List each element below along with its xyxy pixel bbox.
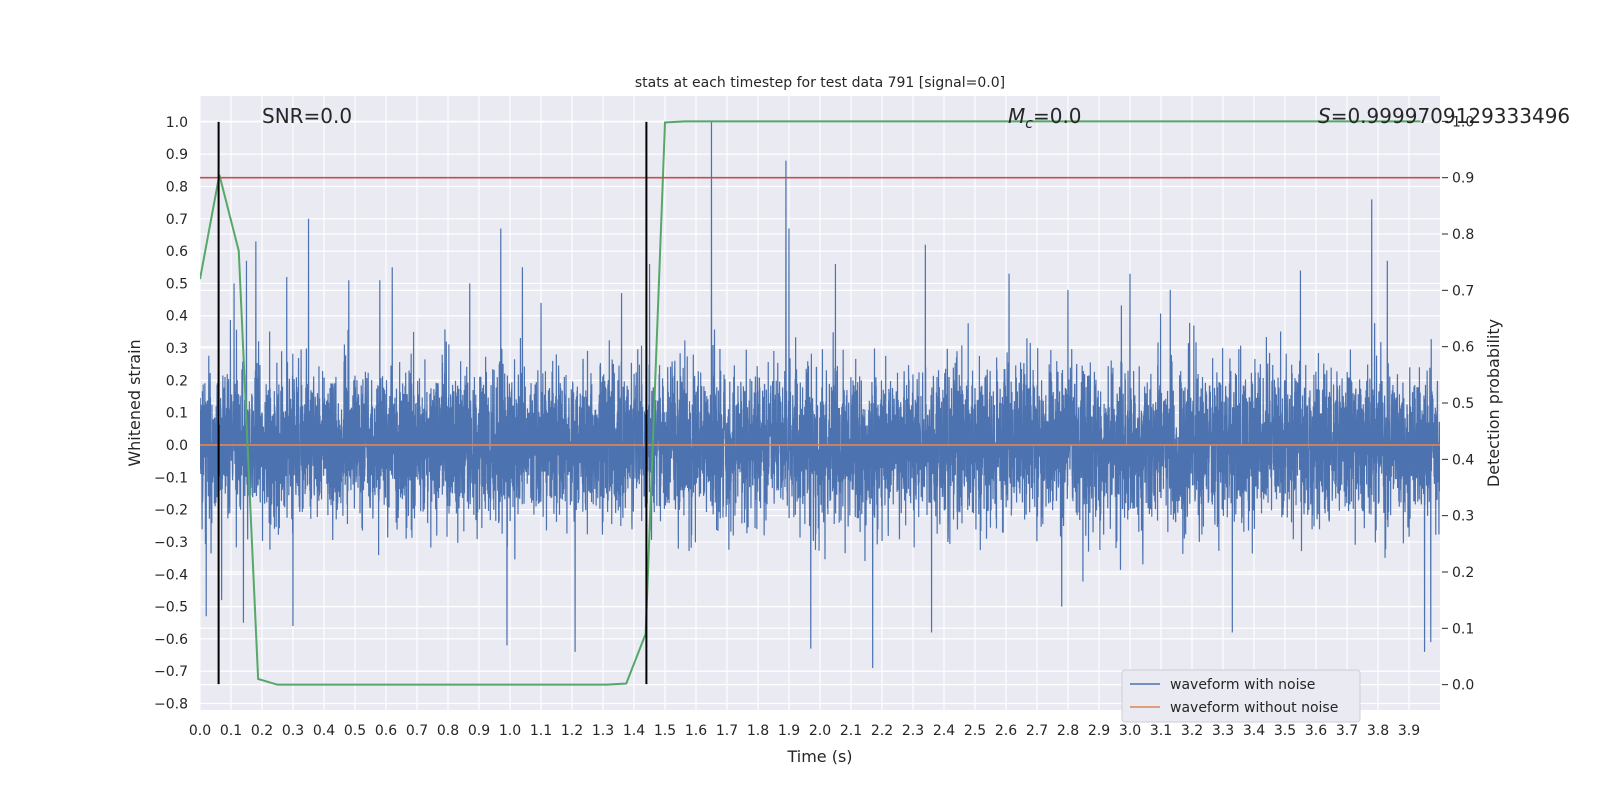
x-tick-label: 1.9 [778,723,800,739]
x-tick-label: 1.6 [685,723,707,739]
y-left-tick-label: 0.6 [166,244,188,260]
x-tick-label: 2.9 [1088,723,1110,739]
x-tick-label: 3.5 [1274,723,1296,739]
x-tick-label: 2.7 [1026,723,1048,739]
y-right-tick-label: 0.1 [1452,621,1474,637]
x-tick-label: 1.1 [530,723,552,739]
y-right-tick-label: 0.5 [1452,396,1474,412]
detection-probability-line [200,120,1421,686]
series-detection-probability [200,120,1421,686]
x-tick-label: 1.2 [561,723,583,739]
y-right-tick-label: 0.2 [1452,565,1474,581]
x-tick-label: 3.1 [1150,723,1172,739]
score-annotation: S=0.9999709129333496 [1318,104,1570,128]
y-left-tick-label: 0.8 [166,179,188,195]
x-tick-label: 0.5 [344,723,366,739]
x-tick-label: 3.8 [1367,723,1389,739]
y-left-axis-label: Whitened strain [125,339,144,466]
x-tick-label: 3.0 [1119,723,1141,739]
x-tick-label: 3.3 [1212,723,1234,739]
x-tick-label: 0.3 [282,723,304,739]
x-tick-label: 3.4 [1243,723,1265,739]
x-tick-label: 1.4 [623,723,645,739]
x-tick-label: 3.9 [1398,723,1420,739]
y-right-tick-label: 0.7 [1452,283,1474,299]
y-left-tick-label: 0.3 [166,341,188,357]
y-right-tick-label: 0.4 [1452,452,1474,468]
x-tick-label: 0.2 [251,723,273,739]
x-tick-label: 0.9 [468,723,490,739]
chart-title: stats at each timestep for test data 791… [635,75,1005,91]
legend-label-waveform-without-noise: waveform without noise [1170,700,1338,716]
x-tick-label: 0.7 [406,723,428,739]
x-tick-label: 3.7 [1336,723,1358,739]
reference-lines [200,121,1440,685]
x-tick-label: 2.3 [902,723,924,739]
legend: waveform with noise waveform without noi… [1121,669,1361,723]
y-left-tick-label: −0.7 [154,664,188,680]
x-tick-label: 3.2 [1181,723,1203,739]
y-left-tick-label: 0.7 [166,212,188,228]
y-right-tick-label: 0.6 [1452,340,1474,356]
y-right-tick-labels: 0.0 0.1 0.2 0.3 0.4 0.5 0.6 0.7 0.8 0.9 1.0 [1442,114,1474,694]
x-tick-label: 0.8 [437,723,459,739]
x-tick-label: 1.3 [592,723,614,739]
y-left-tick-label: −0.6 [154,632,188,648]
y-left-tick-label: −0.1 [154,470,188,486]
series-waveform-with-noise [200,121,1440,668]
x-tick-label: 0.4 [313,723,335,739]
y-right-tick-label: 0.8 [1452,227,1474,243]
x-tick-labels: 0.0 0.1 0.2 0.3 0.4 0.5 0.6 0.7 0.8 0.9 1.0 1.1 1.2 1… [189,723,1420,739]
x-tick-label: 2.0 [809,723,831,739]
y-right-axis-label: Detection probability [1484,319,1503,487]
x-tick-label: 0.0 [189,723,211,739]
x-tick-label: 3.6 [1305,723,1327,739]
y-left-tick-label: 0.1 [166,406,188,422]
y-left-tick-label: 0.2 [166,373,188,389]
x-tick-label: 1.7 [716,723,738,739]
x-tick-label: 1.8 [747,723,769,739]
x-tick-label: 2.6 [995,723,1017,739]
y-left-tick-labels: −0.8 −0.7 −0.6 −0.5 −0.4 −0.3 −0.2 −0.1 0.0 0.1 0.… [154,115,188,713]
y-right-tick-label: 0.9 [1452,171,1474,187]
legend-label-waveform-with-noise: waveform with noise [1170,677,1315,693]
x-tick-label: 0.6 [375,723,397,739]
snr-annotation: SNR=0.0 [262,104,352,128]
x-tick-label: 2.1 [840,723,862,739]
y-left-tick-label: −0.3 [154,535,188,551]
x-tick-label: 0.1 [220,723,242,739]
y-right-tick-label: 0.3 [1452,509,1474,525]
y-left-tick-label: −0.2 [154,503,188,519]
y-left-tick-label: 0.9 [166,147,188,163]
y-left-tick-label: 0.4 [166,309,188,325]
y-left-tick-label: 0.5 [166,276,188,292]
y-left-tick-label: 1.0 [166,115,188,131]
y-left-tick-label: −0.8 [154,697,188,713]
waveform-with-noise-line [200,121,1440,668]
x-tick-label: 2.5 [964,723,986,739]
y-right-tick-label: 0.0 [1452,678,1474,694]
y-left-tick-label: −0.5 [154,600,188,616]
x-tick-label: 2.8 [1057,723,1079,739]
x-tick-label: 1.0 [499,723,521,739]
x-tick-label: 1.5 [654,723,676,739]
x-axis-label: Time (s) [786,747,852,766]
y-right-tick-label: 1.0 [1452,114,1474,130]
mc-annotation: Mc=0.0 [1008,104,1082,132]
y-left-tick-label: −0.4 [154,567,188,583]
x-tick-label: 2.2 [871,723,893,739]
x-tick-label: 2.4 [933,723,955,739]
y-left-tick-label: 0.0 [166,438,188,454]
